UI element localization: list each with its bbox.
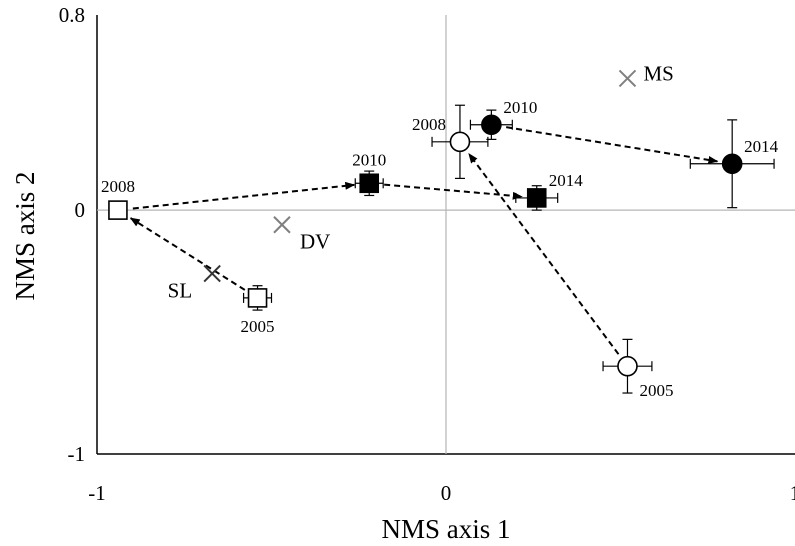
point-year-label: 2008	[412, 115, 446, 134]
species-marker-sl: SL	[168, 264, 221, 303]
point-filled-square-2010: 2010	[352, 150, 386, 197]
trajectory-arrow	[384, 183, 523, 200]
point-year-label: 2008	[101, 177, 135, 196]
point-filled-square-2014: 2014	[515, 171, 584, 211]
x-tick-label: 0	[441, 481, 452, 505]
species-label: SL	[168, 279, 193, 303]
point-year-label: 2010	[352, 150, 386, 169]
x-tick-label: -1	[88, 481, 106, 505]
trajectory-arrow	[129, 217, 246, 291]
point-open-circle-2005: 2005	[602, 338, 673, 400]
species-label: DV	[300, 230, 330, 254]
circle-marker	[449, 131, 471, 153]
point-year-label: 2014	[744, 137, 779, 156]
y-axis-title: NMS axis 2	[10, 171, 40, 300]
species-cross	[273, 216, 291, 234]
square-marker	[247, 288, 268, 308]
y-tick-label: -1	[68, 442, 86, 466]
species-cross	[618, 69, 637, 88]
square-marker	[359, 173, 380, 194]
site-points: 2005 2008 2010 2014 2005 2008 2010 2014	[101, 98, 779, 400]
trajectory-arrow	[468, 153, 620, 355]
point-year-label: 2005	[639, 381, 673, 400]
point-open-square-2005: 2005	[241, 285, 275, 336]
point-year-label: 2005	[241, 317, 275, 336]
square-marker	[526, 188, 547, 208]
tick-labels: -1 0 1 0.8 0 -1	[59, 3, 795, 505]
point-open-square-2008: 2008	[101, 177, 135, 220]
x-tick-label: 1	[790, 481, 795, 505]
x-axis-title: NMS axis 1	[381, 514, 510, 544]
square-marker	[108, 200, 128, 220]
species-cross	[203, 264, 221, 283]
point-filled-circle-2010: 2010	[469, 98, 537, 140]
trajectory-arrow	[506, 126, 719, 164]
circle-marker	[481, 114, 502, 136]
point-filled-circle-2014: 2014	[689, 119, 779, 209]
point-open-circle-2008: 2008	[412, 104, 489, 180]
circle-marker	[721, 153, 743, 175]
point-year-label: 2010	[503, 98, 537, 117]
circle-marker	[617, 355, 638, 377]
trajectory-arrow	[132, 181, 356, 210]
trajectory-arrows	[129, 126, 719, 355]
y-tick-label: 0.8	[59, 3, 85, 27]
species-marker-dv: DV	[273, 216, 330, 254]
y-tick-label: 0	[75, 198, 86, 222]
zero-lines	[97, 15, 795, 454]
species-marker-ms: MS	[618, 61, 674, 88]
point-year-label: 2014	[549, 171, 584, 190]
species-markers: MS DV SL	[168, 61, 674, 302]
species-label: MS	[643, 61, 673, 85]
